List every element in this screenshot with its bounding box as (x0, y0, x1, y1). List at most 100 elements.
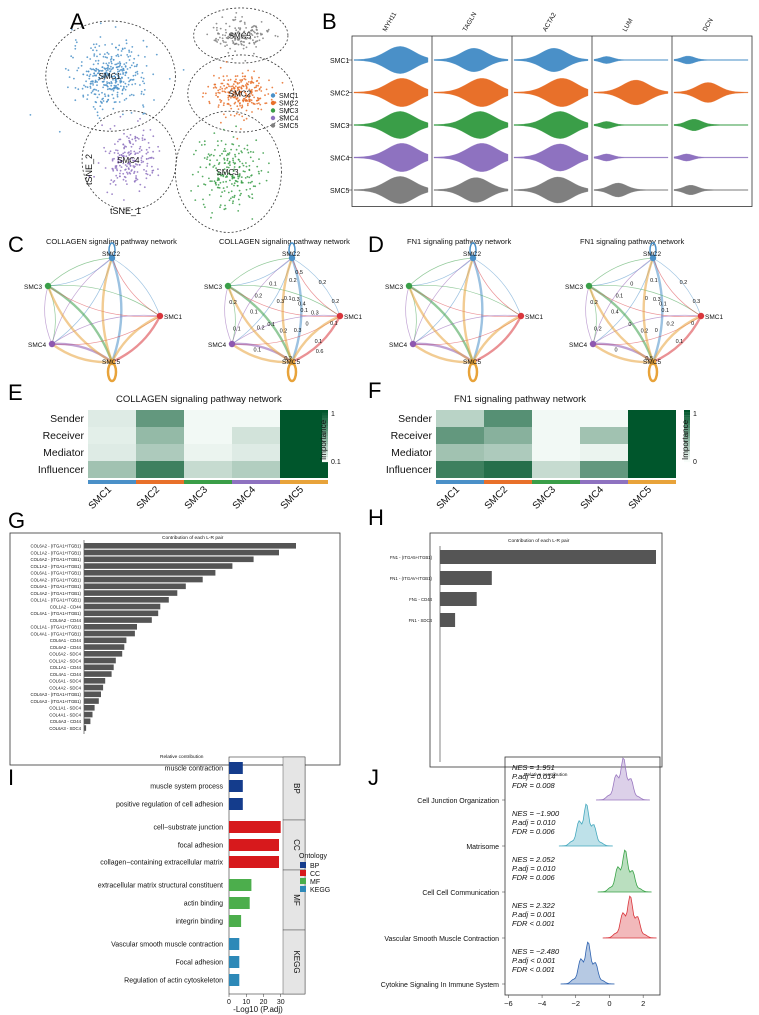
heatmap-cell (184, 427, 232, 444)
tsne-point (118, 154, 121, 157)
heatmap-cell (484, 461, 532, 478)
tsne-point (235, 78, 237, 81)
tsne-point (90, 82, 92, 85)
tsne-point (252, 39, 254, 42)
tsne-point (118, 70, 121, 73)
heatmap-row-label: Receiver (391, 430, 433, 442)
tsne-point (268, 79, 270, 82)
tsne-point (116, 94, 119, 96)
tsne-point (229, 104, 232, 107)
tsne-point (102, 75, 105, 77)
tsne-point (255, 99, 258, 102)
tsne-point (132, 143, 135, 146)
legend-entry: BP (310, 863, 320, 870)
tsne-point (252, 25, 254, 28)
network-edge (587, 285, 654, 364)
tsne-point (132, 74, 135, 77)
tsne-point (234, 80, 237, 83)
tsne-point (93, 74, 96, 77)
legend-swatch (300, 862, 306, 868)
tsne-point (206, 33, 209, 36)
enrichment-term: Regulation of actin cytoskeleton (124, 978, 223, 985)
tsne-point (213, 164, 216, 167)
network-node-label: SMC2 (102, 251, 120, 258)
tsne-point (219, 86, 222, 88)
tsne-point (226, 159, 229, 162)
tsne-point (229, 89, 232, 92)
tsne-point (119, 169, 122, 172)
heatmap-col-label: SMC5 (627, 484, 655, 512)
enrichment-term: cell−substrate junction (154, 825, 224, 832)
tsne-point (266, 30, 269, 32)
network-edge (227, 285, 341, 317)
tsne-point (143, 112, 146, 115)
tsne-point (130, 93, 133, 96)
ridge-stat: FDR < 0.001 (512, 965, 555, 974)
tsne-point (146, 162, 149, 165)
tsne-point (113, 72, 116, 74)
tsne-point (133, 166, 136, 169)
tsne-point (104, 95, 107, 98)
tsne-point (122, 85, 125, 88)
heatmap-col-label: SMC1 (87, 484, 115, 512)
tsne-point (254, 90, 257, 92)
network-node-label: SMC3 (204, 284, 222, 291)
tsne-point (215, 37, 218, 40)
tsne-point (126, 54, 129, 56)
tsne-point (237, 108, 240, 110)
tsne-point (125, 180, 127, 182)
legend-entry: CC (310, 871, 320, 878)
bar (84, 556, 254, 563)
cluster-label: SMC2 (229, 90, 252, 99)
tsne-point (241, 151, 243, 154)
network-node-label: SMC2 (463, 251, 481, 258)
tsne-point (117, 152, 119, 155)
tsne-point (227, 153, 230, 156)
tsne-point (251, 111, 253, 113)
tsne-point (228, 95, 231, 98)
tsne-point (240, 81, 243, 83)
tsne-point (253, 52, 255, 55)
network-node (697, 312, 705, 320)
tsne-point (262, 152, 265, 154)
bar-category: COL1A1 - SDC4 (49, 706, 81, 711)
network-edge (412, 257, 474, 345)
network-edge (46, 285, 113, 364)
tsne-point (215, 40, 217, 42)
bar-category: COL4A1 - (ITGA1+ITGB1) (30, 631, 81, 636)
edge-weight-label: 0.3 (277, 299, 285, 305)
tsne-point (116, 149, 119, 152)
legend-title: Importance (681, 419, 690, 460)
tsne-point (152, 135, 155, 138)
tsne-point (96, 111, 99, 114)
tsne-point (82, 95, 85, 98)
legend-dot (270, 108, 276, 113)
legend-gradient (322, 425, 328, 429)
tsne-point (142, 106, 145, 108)
network-edge (290, 314, 341, 363)
edge-weight-label: 0.3 (294, 328, 302, 334)
tsne-point (228, 160, 231, 163)
legend-gradient (322, 410, 328, 413)
tsne-point (208, 102, 211, 105)
tsne-point (129, 165, 132, 167)
tsne-point (252, 160, 255, 163)
legend-swatch (300, 886, 306, 892)
tsne-point (93, 53, 96, 55)
tsne-point (202, 198, 204, 201)
cluster-label: SMC5 (229, 32, 252, 41)
network-edge (651, 314, 702, 363)
tsne-point (142, 160, 145, 163)
network-edge (44, 285, 53, 345)
tsne-point (228, 199, 231, 202)
tsne-point (118, 87, 120, 90)
tsne-point (107, 94, 110, 97)
tsne-point (107, 53, 110, 55)
bar-category: COL1A2 - (ITGA1+ITGB1) (30, 550, 81, 555)
tsne-point (239, 91, 242, 94)
tsne-point (228, 34, 231, 36)
tsne-point (249, 181, 252, 184)
tsne-point (245, 85, 248, 88)
tsne-point (143, 168, 145, 171)
tsne-point (225, 180, 228, 183)
